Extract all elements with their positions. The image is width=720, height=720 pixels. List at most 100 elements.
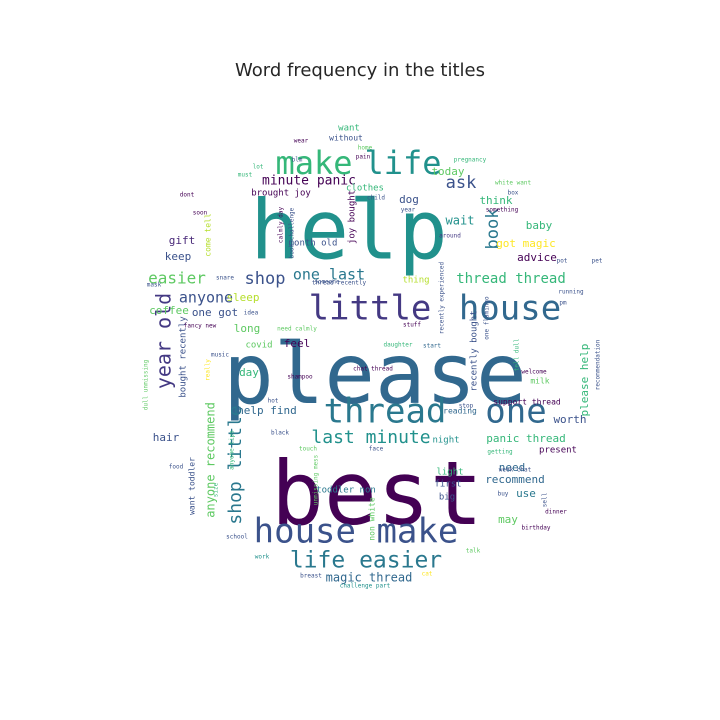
word-got-magic: got magic xyxy=(496,237,556,250)
word-use: use xyxy=(516,487,536,500)
word-hair: hair xyxy=(153,431,180,444)
word-unmissing-mess: unmissing mess xyxy=(313,454,320,505)
word-shampoo: shampoo xyxy=(287,374,313,381)
word-soon: soon xyxy=(193,210,208,217)
word-lot: lot xyxy=(253,164,264,171)
word-bought-recently: bought recently xyxy=(179,316,189,398)
word-white-want: white want xyxy=(495,180,532,187)
word-really: really xyxy=(205,359,212,381)
word-daughter: daughter xyxy=(384,342,413,349)
word-food: food xyxy=(169,464,184,471)
word-year-old: year old xyxy=(152,293,176,389)
word-birthday: birthday xyxy=(522,525,551,532)
word-thing: thing xyxy=(402,276,429,286)
word-talk: talk xyxy=(466,548,481,555)
word-recently-bought: recently bought xyxy=(470,310,480,391)
word-pain: pain xyxy=(356,154,371,161)
word-year: year xyxy=(401,207,416,214)
word-make: make xyxy=(275,144,352,182)
word-help-find: help find xyxy=(237,404,297,417)
word-please: please xyxy=(223,325,526,423)
word-need: need xyxy=(499,461,526,474)
word-brought-joy: brought joy xyxy=(251,189,311,199)
word-breast: breast xyxy=(300,573,322,580)
word-work: work xyxy=(255,554,270,561)
word-minute-panic: minute panic xyxy=(262,174,356,189)
word-cat: cat xyxy=(422,571,433,578)
word-come-tell: come tell xyxy=(204,213,213,257)
word-box: box xyxy=(508,190,519,197)
word-stuff: stuff xyxy=(403,322,421,329)
word-panic-thread: panic thread xyxy=(486,432,565,445)
word-calmly-day: calmly day xyxy=(278,207,285,244)
word-today: today xyxy=(431,165,464,178)
word-night: night xyxy=(432,436,459,446)
chart-title: Word frequency in the titles xyxy=(235,60,485,81)
word-worth: worth xyxy=(553,413,586,426)
word-touch: touch xyxy=(299,446,317,453)
word-chat-thread: chat thread xyxy=(353,366,393,373)
word-book: book xyxy=(483,209,503,250)
word-hot: hot xyxy=(268,398,279,405)
word-stop: stop xyxy=(459,403,474,410)
word-month-old: month old xyxy=(289,239,338,249)
word-book-challenge: book challenge xyxy=(289,207,296,258)
word-last-minute: last minute xyxy=(311,427,430,448)
word-thread-recently: thread recently xyxy=(312,280,367,287)
word-best: best xyxy=(271,442,483,545)
word-day: day xyxy=(239,366,259,379)
word-think: think xyxy=(479,194,512,207)
word-anyone-recommend: anyone recommend xyxy=(204,402,218,518)
word-face: face xyxy=(369,446,384,453)
word-baby: baby xyxy=(526,219,553,232)
word-buy: buy xyxy=(498,491,509,498)
word-dull-unmissing: dull unmissing xyxy=(143,359,150,410)
word-welcome: welcome xyxy=(521,369,547,376)
word-milk: milk xyxy=(530,377,549,386)
word-ask: ask xyxy=(446,173,477,193)
word-shop-little: shop little xyxy=(225,405,246,524)
word-big: big xyxy=(439,493,455,503)
word-support-thread: support thread xyxy=(493,398,561,407)
word-pet: pet xyxy=(592,258,603,265)
word-life: life xyxy=(364,144,441,182)
word-anyone-tips: anyone tips xyxy=(229,430,236,470)
word-house: house xyxy=(459,289,561,329)
word-around: around xyxy=(439,233,461,240)
word-dinner: dinner xyxy=(545,509,567,516)
word-challenge-part: challenge part xyxy=(340,583,391,590)
word-may: may xyxy=(498,513,518,526)
word-snare: snare xyxy=(216,275,234,282)
word-life-easier: life easier xyxy=(290,548,442,574)
word-one-last: one last xyxy=(293,266,365,284)
word-pot: pot xyxy=(557,258,568,265)
word-dog: dog xyxy=(399,193,419,206)
word-getting: getting xyxy=(487,449,513,456)
word-one-got: one got xyxy=(192,306,238,319)
word-without: without xyxy=(329,134,363,143)
word-something: something xyxy=(486,207,519,214)
word-reading: reading xyxy=(443,407,477,416)
word-advice: advice xyxy=(517,251,557,264)
word-tell-dull: tell dull xyxy=(514,338,521,371)
word-please-help: please help xyxy=(578,344,591,417)
word-blm: blm xyxy=(292,157,303,164)
word-one-flamingo: one flamingo xyxy=(484,296,491,340)
word-wear: wear xyxy=(294,138,309,145)
word-fancy-new: fancy new xyxy=(184,323,217,330)
word-help: help xyxy=(250,183,447,278)
word-need-calmly: need calmly xyxy=(277,326,317,333)
word-sell: sell xyxy=(542,492,549,507)
word-wait: wait xyxy=(446,214,475,228)
word-week-chat: week chat xyxy=(499,467,532,474)
word-pregnancy: pregnancy xyxy=(454,157,487,164)
word-present: present xyxy=(539,446,577,456)
word-first: first xyxy=(434,480,461,490)
word-size: size xyxy=(213,482,220,497)
word-running: running xyxy=(558,289,584,296)
word-house-make: house make xyxy=(254,512,459,552)
word-light: light xyxy=(436,468,463,478)
word-sleep: sleep xyxy=(226,291,259,304)
word-recently-experienced: recently experienced xyxy=(439,261,446,334)
